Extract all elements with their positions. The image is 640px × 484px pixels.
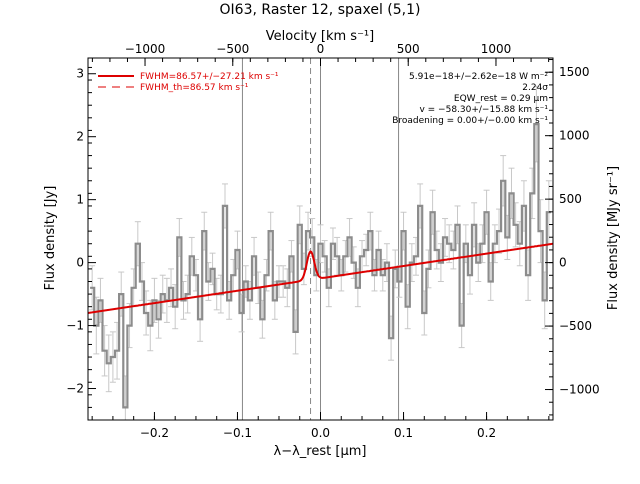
fit-annotation-4: Broadening = 0.00+/−0.00 km s⁻¹ — [392, 116, 548, 126]
top-tick-label: 1000 — [481, 42, 512, 56]
top-tick-label: 500 — [397, 42, 420, 56]
top-axis-title: Velocity [km s⁻¹] — [266, 29, 374, 44]
fit-annotation-3: v = −58.30+/−15.88 km s⁻¹ — [419, 105, 548, 115]
x-tick-label: 0.0 — [311, 426, 330, 440]
y-tick-label: 3 — [76, 67, 84, 81]
left-axis-title: Flux density [Jy] — [43, 186, 58, 291]
legend-label-0: FWHM=86.57+/−27.21 km s⁻¹ — [140, 72, 279, 82]
y-tick-label: 2 — [76, 130, 84, 144]
x-tick-label: −0.2 — [140, 426, 169, 440]
chart-title: OI63, Raster 12, spaxel (5,1) — [220, 2, 421, 18]
top-tick-label: −1000 — [125, 42, 166, 56]
top-tick-label: −500 — [216, 42, 249, 56]
x-tick-label: 0.2 — [477, 426, 496, 440]
bottom-axis-title: λ−λ_rest [μm] — [274, 444, 367, 459]
fit-annotation-2: EQW_rest = 0.29 μm — [454, 94, 548, 104]
data-group — [88, 85, 553, 420]
legend-label-1: FWHM_th=86.57 km s⁻¹ — [140, 83, 249, 93]
right-tick-label: 1000 — [559, 129, 590, 143]
right-tick-label: 1500 — [559, 65, 590, 79]
y-tick-label: −2 — [66, 382, 84, 396]
fit-annotation-0: 5.91e−18+/−2.62e−18 W m⁻² — [409, 72, 548, 82]
y-tick-label: 1 — [76, 193, 84, 207]
right-axis-title: Flux density [MJy sr⁻¹] — [606, 166, 621, 310]
x-tick-label: −0.1 — [223, 426, 252, 440]
right-tick-label: 500 — [559, 192, 582, 206]
right-tick-label: −500 — [559, 319, 592, 333]
fit-line — [88, 242, 553, 314]
fit-annotation-1: 2.24σ — [522, 83, 548, 93]
y-tick-label: 0 — [76, 256, 84, 270]
right-tick-label: 0 — [559, 256, 567, 270]
right-tick-label: −1000 — [559, 383, 600, 397]
top-tick-label: 0 — [317, 42, 325, 56]
x-tick-label: 0.1 — [394, 426, 413, 440]
y-tick-label: −1 — [66, 319, 84, 333]
